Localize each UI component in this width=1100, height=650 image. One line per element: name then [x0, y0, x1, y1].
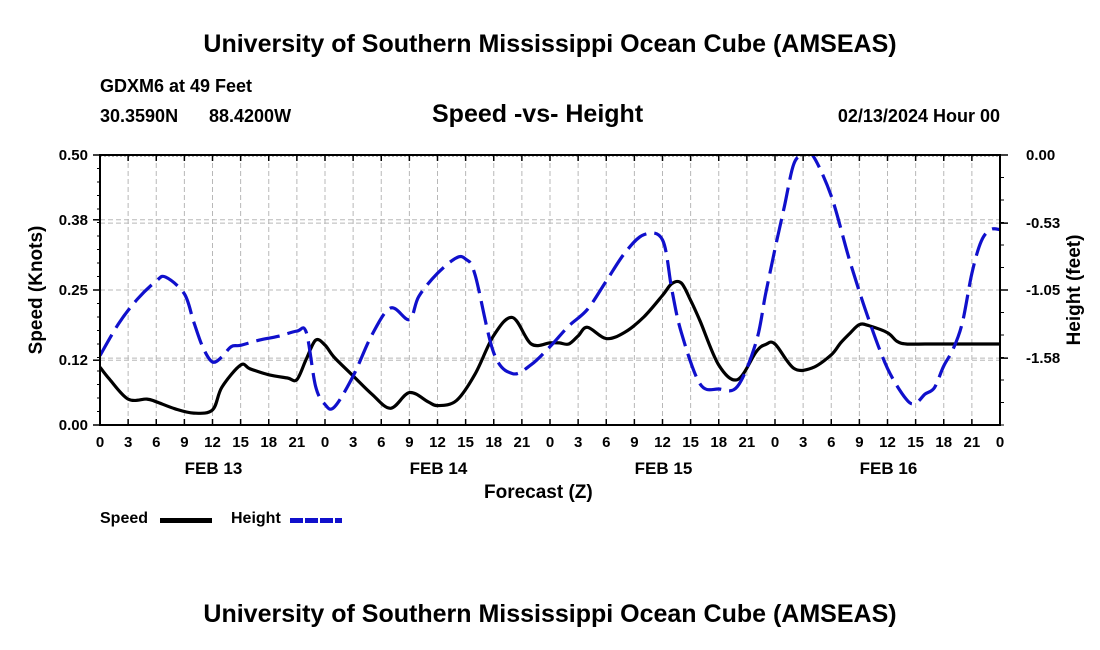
- x-tick-label: 6: [602, 434, 610, 451]
- x-tick-label: 18: [485, 434, 502, 451]
- axis-layer: 0 3 6 9 12 15 18 21 0 3 6 9 12 15 18 21 0 3 6 9 12 15 18 21 0 3 6 9…: [59, 147, 1060, 478]
- x-tick-label: 0: [996, 434, 1004, 451]
- chart-title: Speed -vs- Height: [432, 100, 644, 128]
- legend-height-swatch: [290, 518, 342, 523]
- day-label: FEB 15: [635, 459, 693, 478]
- x-tick-label: 3: [799, 434, 807, 451]
- legend-height-label: Height: [231, 510, 281, 527]
- x-tick-label: 9: [630, 434, 638, 451]
- y-left-tick-label: 0.50: [59, 147, 88, 164]
- x-tick-label: 15: [457, 434, 474, 451]
- day-label: FEB 16: [860, 459, 918, 478]
- x-tick-label: 15: [682, 434, 699, 451]
- day-label: FEB 13: [185, 459, 243, 478]
- x-tick-label: 12: [654, 434, 671, 451]
- x-tick-label: 9: [855, 434, 863, 451]
- x-tick-label: 9: [180, 434, 188, 451]
- x-tick-label: 3: [124, 434, 132, 451]
- x-tick-label: 0: [321, 434, 329, 451]
- x-tick-label: 6: [152, 434, 160, 451]
- y-right-tick-label: -0.53: [1026, 215, 1060, 232]
- series-layer: [100, 155, 1000, 415]
- x-tick-label: 18: [710, 434, 727, 451]
- x-tick-label: 18: [935, 434, 952, 451]
- x-tick-label: 21: [514, 434, 531, 451]
- top-title: University of Southern Mississippi Ocean…: [203, 30, 897, 58]
- x-tick-label: 0: [546, 434, 554, 451]
- x-tick-label: 0: [771, 434, 779, 451]
- x-tick-label: 6: [827, 434, 835, 451]
- series-line-speed: [100, 279, 1000, 415]
- x-tick-label: 12: [879, 434, 896, 451]
- legend-speed-swatch: [160, 518, 212, 523]
- x-tick-label: 0: [96, 434, 104, 451]
- x-axis-label: Forecast (Z): [484, 482, 593, 503]
- x-tick-label: 12: [429, 434, 446, 451]
- station-name-depth: GDXM6 at 49 Feet: [100, 76, 253, 96]
- y-left-tick-label: 0.38: [59, 212, 88, 229]
- x-tick-label: 9: [405, 434, 413, 451]
- y-axis-right-label: Height (feet): [1064, 234, 1085, 346]
- x-tick-label: 12: [204, 434, 221, 451]
- y-left-tick-label: 0.25: [59, 282, 88, 299]
- y-right-tick-label: 0.00: [1026, 147, 1055, 164]
- forecast-datetime: 02/13/2024 Hour 00: [837, 106, 1000, 126]
- grid-layer: [100, 154, 1000, 425]
- x-tick-label: 6: [377, 434, 385, 451]
- y-right-tick-label: -1.58: [1026, 350, 1060, 367]
- station-longitude: 88.4200W: [209, 106, 292, 126]
- x-tick-label: 21: [289, 434, 306, 451]
- station-latitude: 30.3590N: [100, 106, 179, 126]
- bottom-title: University of Southern Mississippi Ocean…: [203, 600, 897, 628]
- x-tick-label: 3: [574, 434, 582, 451]
- y-left-tick-label: 0.00: [59, 417, 88, 434]
- y-right-tick-label: -1.05: [1026, 282, 1060, 299]
- x-tick-label: 15: [232, 434, 249, 451]
- y-axis-left-label: Speed (Knots): [26, 225, 47, 355]
- legend-speed-label: Speed: [100, 510, 149, 527]
- x-tick-label: 21: [964, 434, 981, 451]
- x-tick-label: 15: [907, 434, 924, 451]
- day-label: FEB 14: [410, 459, 468, 478]
- x-tick-label: 21: [739, 434, 756, 451]
- series-line-height: [100, 155, 1000, 411]
- x-tick-label: 18: [260, 434, 277, 451]
- x-tick-label: 3: [349, 434, 357, 451]
- y-left-tick-label: 0.12: [59, 352, 88, 369]
